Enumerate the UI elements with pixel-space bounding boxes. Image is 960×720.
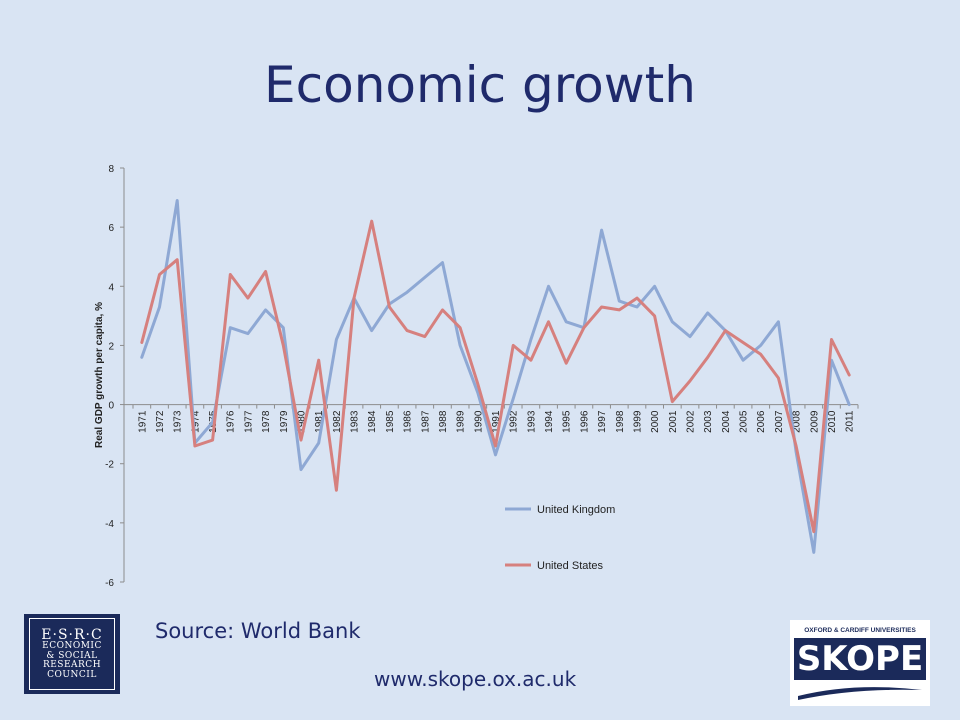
x-tick-label: 1996 — [579, 410, 590, 433]
y-axis-title: Real GDP growth per capita, % — [94, 302, 105, 448]
x-tick-label: 1972 — [155, 410, 166, 433]
x-tick-label: 1977 — [243, 410, 254, 433]
x-tick-label: 2008 — [792, 410, 803, 433]
x-tick-label: 1983 — [350, 410, 361, 433]
skope-logo-word: SKOPE — [794, 638, 926, 680]
esrc-logo-line: E·S·R·C — [41, 626, 103, 643]
skope-logo-subtitle: OXFORD & CARDIFF UNIVERSITIES — [804, 627, 916, 634]
legend-label: United Kingdom — [537, 504, 615, 516]
esrc-logo-line: ECONOMIC — [42, 641, 102, 652]
x-tick-label: 1987 — [420, 410, 431, 433]
y-tick-label: 0 — [108, 401, 114, 412]
x-tick-label: 1995 — [562, 410, 573, 433]
slide-title: Economic growth — [264, 56, 696, 114]
x-tick-label: 2009 — [809, 410, 820, 433]
x-tick-label: 1976 — [226, 410, 237, 433]
x-tick-label: 1978 — [261, 410, 272, 433]
x-tick-label: 2001 — [668, 410, 679, 433]
esrc-logo-frame: E·S·R·C ECONOMIC & SOCIAL RESEARCH COUNC… — [29, 618, 115, 690]
y-tick-label: -6 — [105, 578, 114, 589]
x-tick-label: 1985 — [385, 410, 396, 433]
x-tick-label: 1986 — [403, 410, 414, 433]
x-tick-label: 1999 — [632, 410, 643, 433]
x-tick-label: 1997 — [597, 410, 608, 433]
y-tick-label: 2 — [108, 341, 114, 352]
x-tick-label: 1982 — [332, 410, 343, 433]
source-text: Source: World Bank — [155, 619, 361, 643]
x-tick-label: 1973 — [173, 410, 184, 433]
x-tick-label: 1994 — [544, 410, 555, 433]
x-tick-label: 1984 — [367, 410, 378, 433]
esrc-logo-line: & SOCIAL — [46, 650, 98, 661]
website-url[interactable]: www.skope.ox.ac.uk — [374, 667, 577, 691]
x-tick-label: 2010 — [827, 410, 838, 433]
x-tick-label: 1989 — [456, 410, 467, 433]
x-tick-label: 2003 — [703, 410, 714, 433]
skope-logo: OXFORD & CARDIFF UNIVERSITIES SKOPE — [790, 620, 930, 706]
series-line-uk — [140, 199, 851, 554]
esrc-logo: E·S·R·C ECONOMIC & SOCIAL RESEARCH COUNC… — [24, 614, 120, 694]
y-tick-label: 8 — [108, 164, 114, 175]
esrc-logo-line: COUNCIL — [47, 669, 97, 680]
x-tick-label: 2011 — [845, 410, 856, 432]
skope-swoosh-icon — [798, 687, 922, 700]
x-tick-label: 1971 — [137, 410, 148, 433]
x-tick-label: 2000 — [650, 410, 661, 433]
x-tick-label: 2004 — [721, 410, 732, 433]
x-tick-label: 1998 — [615, 410, 626, 433]
x-tick-label: 2007 — [774, 410, 785, 433]
x-tick-label: 1974 — [190, 410, 201, 433]
x-tick-label: 2002 — [686, 410, 697, 433]
x-tick-label: 1988 — [438, 410, 449, 433]
x-tick-label: 1991 — [491, 410, 502, 433]
y-tick-label: -2 — [105, 460, 114, 471]
esrc-logo-line: RESEARCH — [42, 660, 102, 671]
x-tick-label: 1980 — [296, 410, 307, 433]
x-tick-label: 1992 — [509, 410, 520, 433]
x-tick-label: 2005 — [739, 410, 750, 433]
y-tick-label: 6 — [108, 223, 114, 234]
x-tick-label: 1979 — [279, 410, 290, 433]
x-tick-label: 1990 — [473, 410, 484, 433]
legend-label: United States — [537, 560, 604, 572]
x-tick-label: 1993 — [526, 410, 537, 433]
series-line-us — [140, 219, 851, 534]
x-tick-label: 1981 — [314, 410, 325, 433]
y-tick-label: -4 — [105, 519, 114, 530]
y-tick-label: 4 — [108, 282, 114, 293]
x-tick-label: 2006 — [756, 410, 767, 433]
